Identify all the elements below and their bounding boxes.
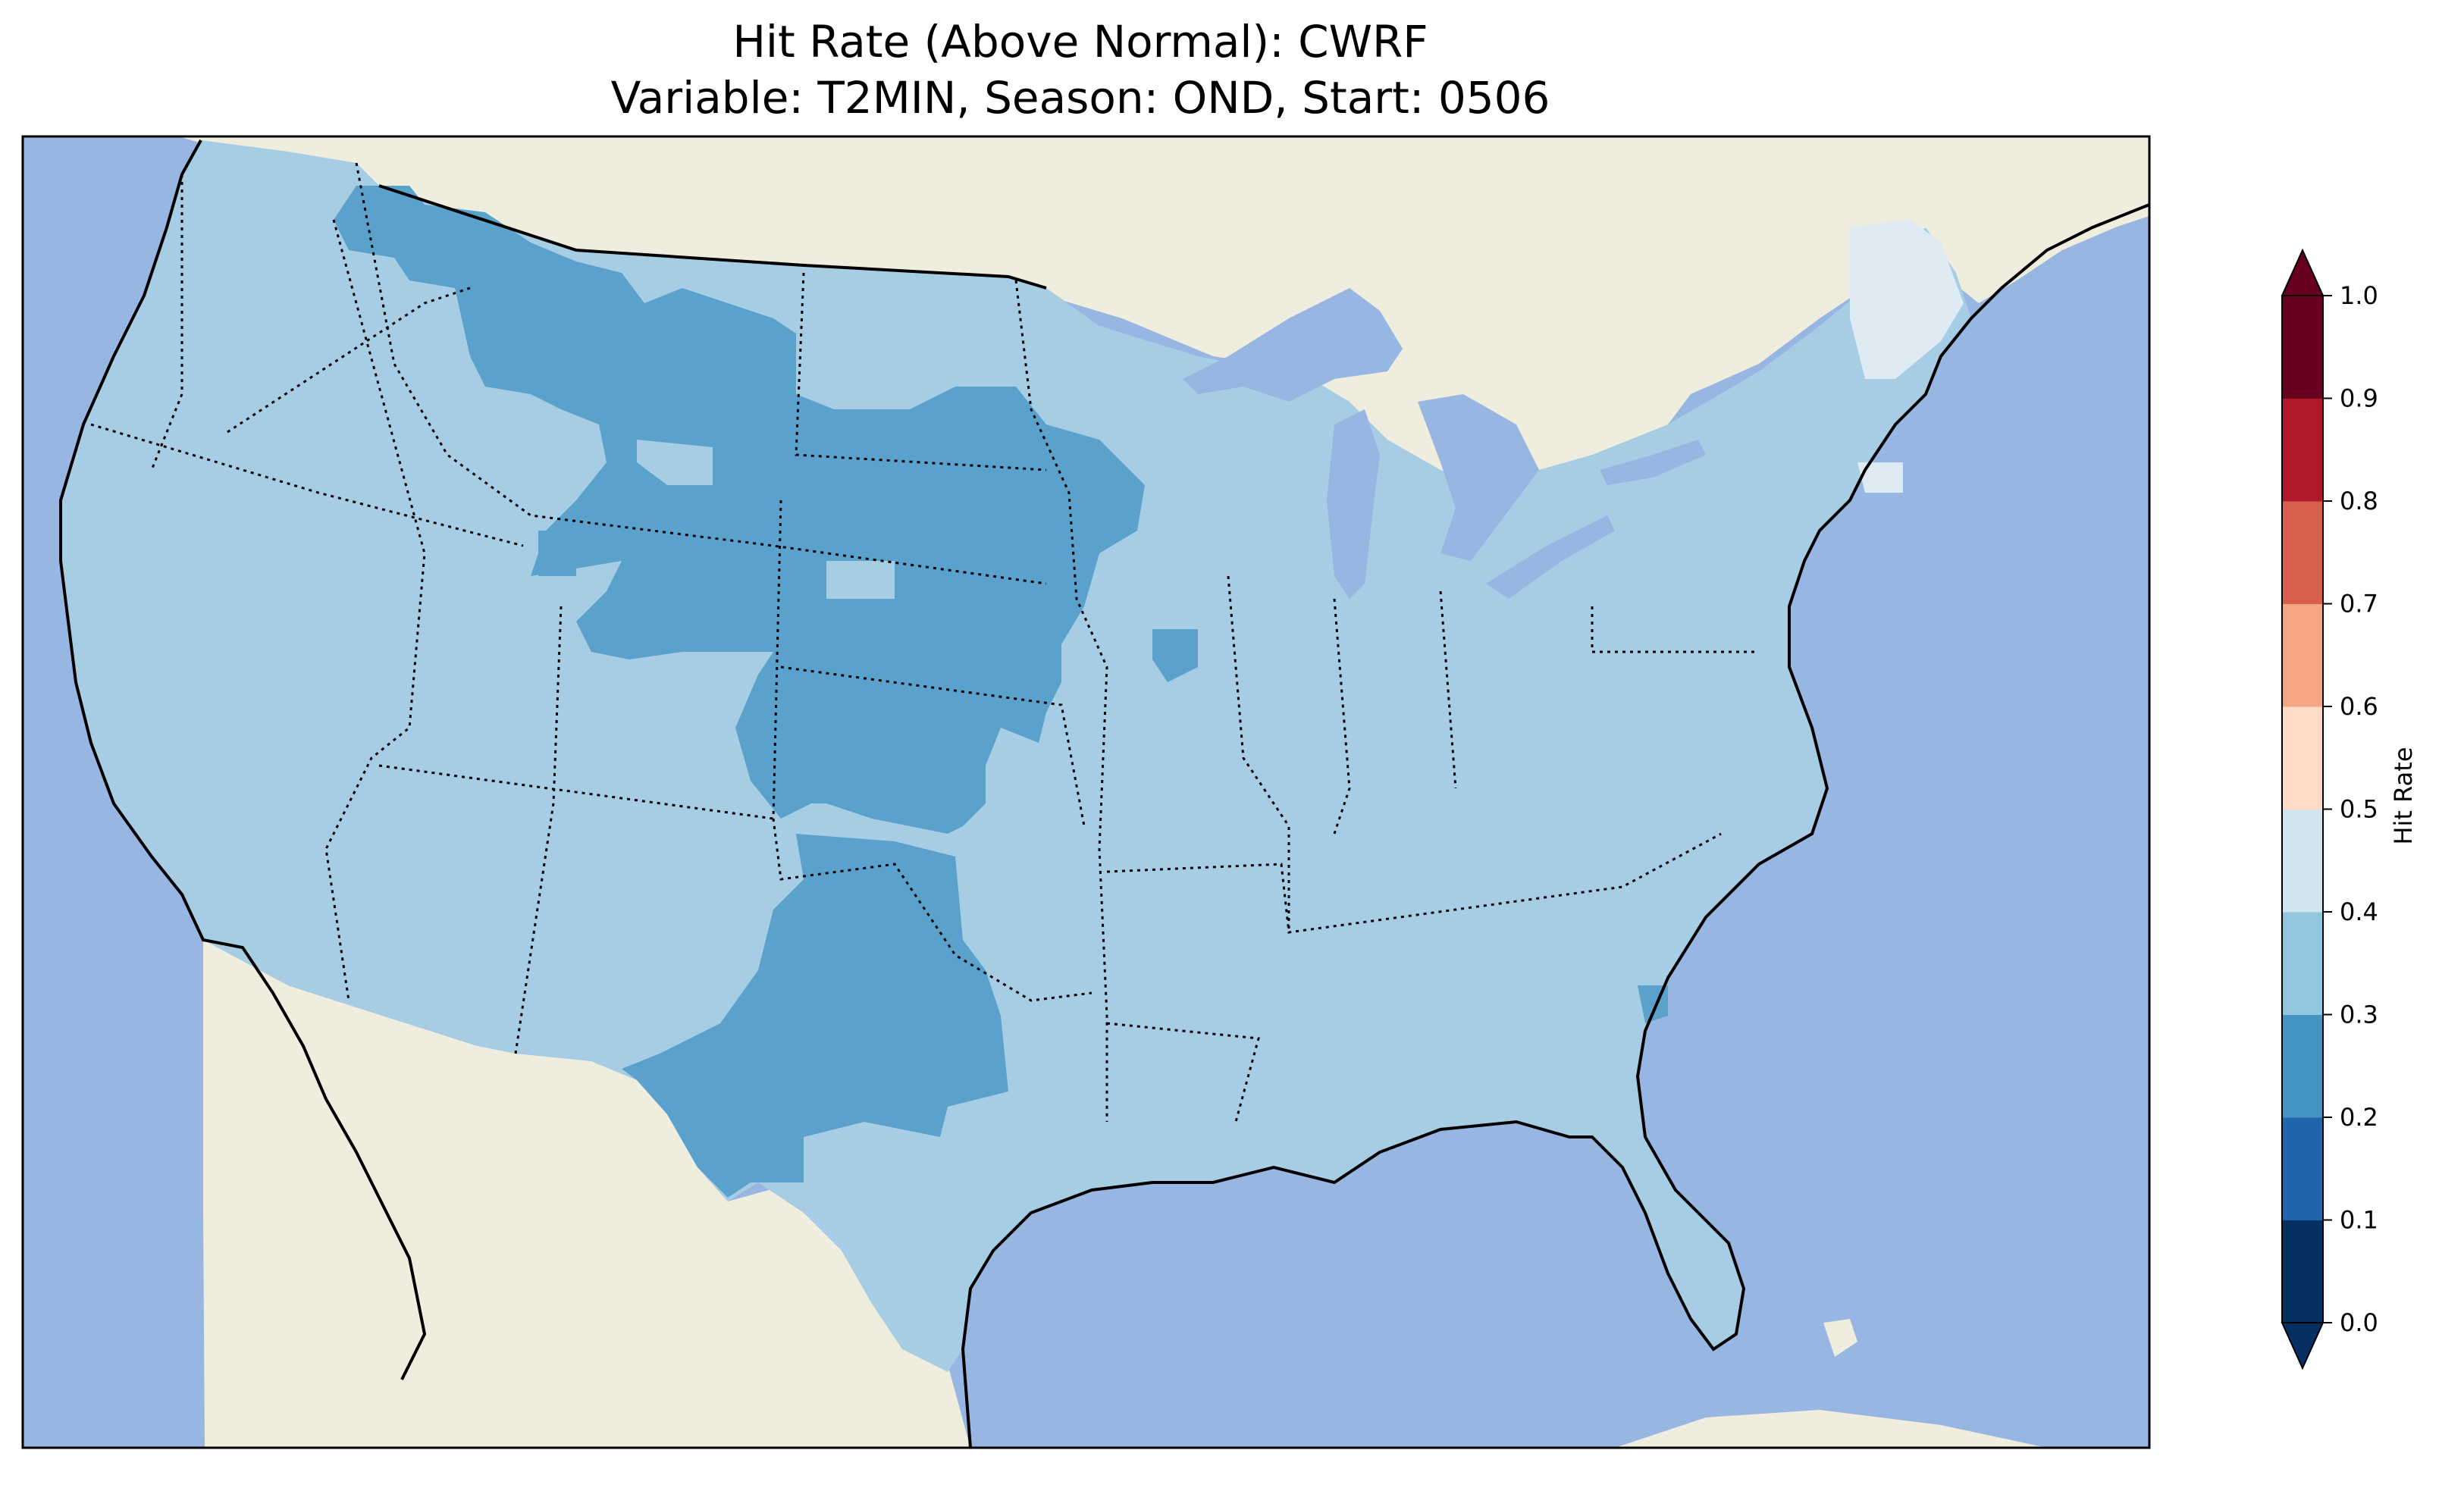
map-frame <box>21 135 2151 1449</box>
hitrate-0.2-0.3-missouri <box>1152 629 1198 682</box>
colorbar-level-0.5-0.6 <box>2282 706 2323 810</box>
us-canada-border <box>378 184 1047 290</box>
colorbar-level-0.4-0.5 <box>2282 809 2323 913</box>
chart-title-line1: Hit Rate (Above Normal): CWRF <box>732 16 1428 67</box>
canada-land <box>178 136 2149 546</box>
lake-superior <box>1183 288 1403 402</box>
lake-michigan <box>1327 409 1380 599</box>
colorbar-level-0.1-0.2 <box>2282 1117 2323 1220</box>
state-borders <box>90 162 1759 1123</box>
colorbar-level-0.9-1 <box>2282 296 2323 399</box>
colorbar-level-0-0.1 <box>2282 1220 2323 1323</box>
colorbar-tick-label: 0.1 <box>2340 1206 2378 1235</box>
hitrate-0.2-0.3-montana <box>334 186 1145 834</box>
bahamas-land <box>1823 1319 1857 1357</box>
maritime-land <box>2047 136 2149 250</box>
colorbar-extend-over <box>2281 248 2324 296</box>
hitrate-0.3-0.4-nebraska-hole <box>826 561 895 599</box>
colorbar-tick-label: 0.2 <box>2340 1103 2378 1132</box>
lake-huron <box>1418 394 1539 561</box>
colorbar-level-0.6-0.7 <box>2282 603 2323 707</box>
colorbar-label: Hit Rate <box>2389 747 2418 845</box>
hitrate-0.4-0.5-maine <box>1850 220 1964 379</box>
hitrate-0.4-0.5-mass <box>1857 462 1903 493</box>
colorbar-tick-label: 0.3 <box>2340 1001 2378 1029</box>
colorbar-tick-label: 0.7 <box>2340 590 2378 619</box>
baja-land <box>203 940 425 1380</box>
colorbar-tick-label: 0.6 <box>2340 692 2378 721</box>
hitrate-0.2-0.3-texas <box>622 834 1008 1198</box>
colorbar-tick-label: 1.0 <box>2340 281 2378 310</box>
gulf-coastline <box>961 203 2149 1448</box>
colorbar-extend-under <box>2281 1322 2324 1370</box>
lake-ontario <box>1600 440 1706 485</box>
colorbar-tick-label: 0.8 <box>2340 487 2378 515</box>
colorbar-tick-label: 0.0 <box>2340 1308 2378 1337</box>
colorbar-level-0.3-0.4 <box>2282 912 2323 1015</box>
west-coastline <box>59 139 427 1380</box>
lake-erie <box>1486 515 1615 599</box>
cuba-land <box>1615 1410 2047 1448</box>
hitrate-0.3-0.4-wyoming-hole <box>637 440 713 485</box>
colorbar-level-0.7-0.8 <box>2282 501 2323 604</box>
colorbar-level-0.8-0.9 <box>2282 398 2323 502</box>
colorbar-tick-label: 0.5 <box>2340 795 2378 824</box>
chart-title-line2: Variable: T2MIN, Season: OND, Start: 050… <box>610 72 1550 124</box>
usa-hitrate-0.3-0.4 <box>61 140 1971 1372</box>
hitrate-0.2-0.3-utah-blob <box>538 531 576 576</box>
colorbar-tick-label: 0.9 <box>2340 384 2378 413</box>
colorbar-level-0.2-0.3 <box>2282 1014 2323 1118</box>
colorbar-tick-label: 0.4 <box>2340 897 2378 926</box>
